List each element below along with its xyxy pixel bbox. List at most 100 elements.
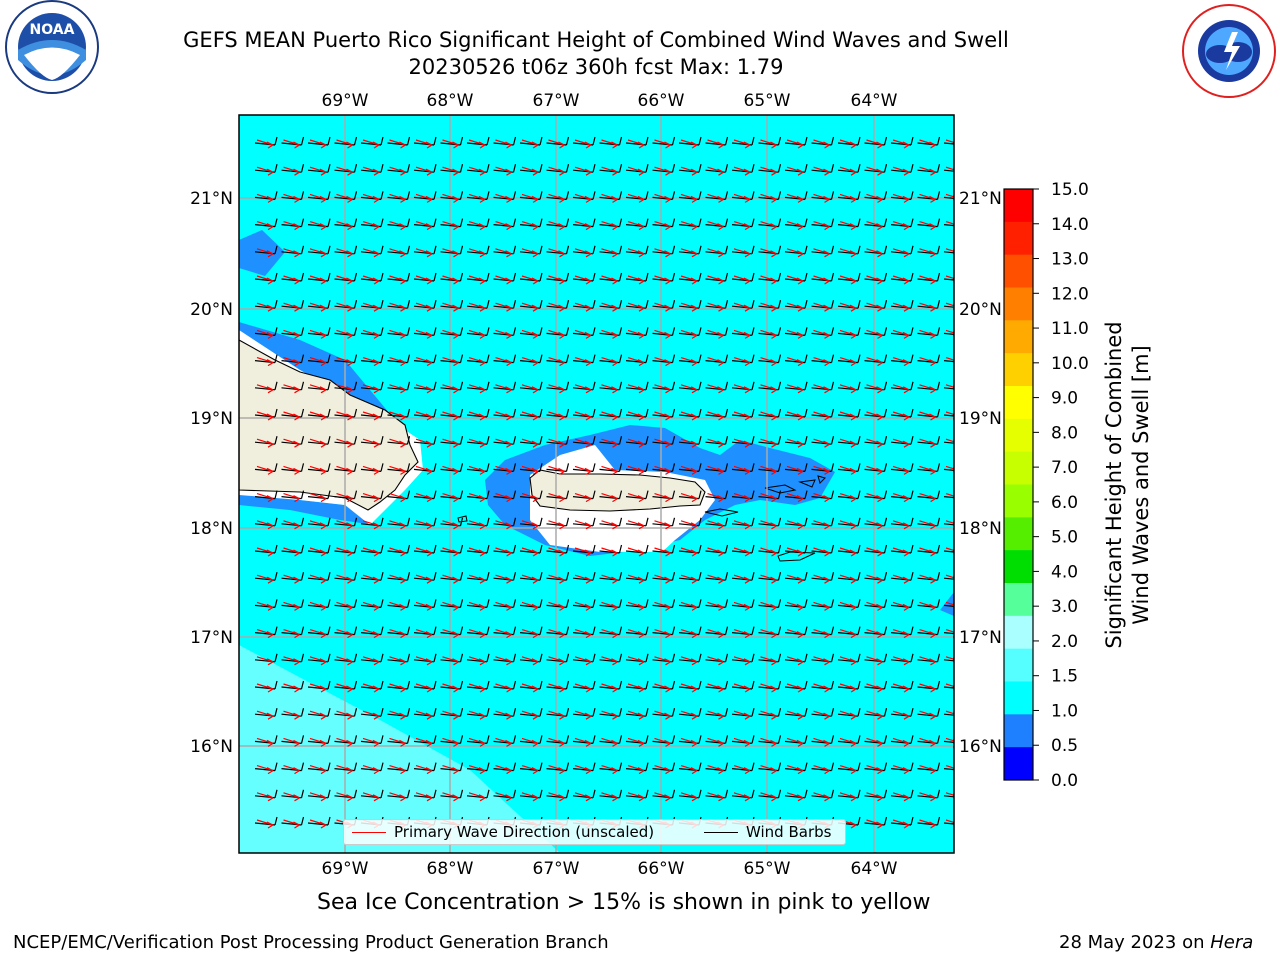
wave-direction-arrow — [892, 710, 910, 720]
wave-direction-arrow — [309, 248, 327, 258]
wave-direction-arrow — [574, 765, 592, 775]
wave-direction-arrow — [468, 329, 486, 339]
colorbar-segment — [1004, 648, 1033, 682]
wave-direction-arrow — [627, 221, 645, 231]
wave-direction-arrow — [283, 384, 300, 394]
wave-direction-arrow — [468, 737, 486, 747]
wave-direction-arrow — [389, 139, 406, 149]
wave-direction-arrow — [256, 792, 274, 802]
wave-direction-arrow — [468, 221, 486, 231]
wave-direction-arrow — [389, 384, 406, 394]
wave-direction-arrow — [415, 656, 433, 666]
wave-direction-arrow — [495, 737, 512, 747]
wave-direction-arrow — [919, 139, 936, 149]
wave-direction-arrow — [654, 221, 671, 231]
wave-direction-arrow — [707, 465, 724, 475]
wave-direction-arrow — [945, 357, 954, 361]
wave-direction-arrow — [389, 656, 406, 666]
wave-direction-arrow — [813, 411, 830, 421]
wave-direction-arrow — [283, 765, 300, 775]
wave-direction-arrow — [574, 329, 592, 339]
wave-direction-arrow — [521, 601, 539, 611]
colorbar-tick-label: 13.0 — [1051, 250, 1089, 270]
wave-direction-arrow — [707, 221, 724, 231]
wave-direction-arrow — [707, 329, 724, 339]
wave-direction-arrow — [548, 221, 565, 231]
wave-direction-arrow — [415, 357, 433, 367]
wave-direction-arrow — [839, 465, 857, 475]
wave-direction-arrow — [627, 139, 645, 149]
wave-direction-arrow — [283, 520, 300, 530]
colorbar-segment — [1004, 615, 1033, 650]
wave-direction-arrow — [760, 520, 777, 530]
wave-direction-arrow — [495, 139, 512, 149]
wave-direction-arrow — [654, 629, 671, 639]
wave-direction-arrow — [283, 438, 300, 448]
colorbar-segment — [1004, 254, 1033, 288]
wave-direction-arrow — [256, 710, 274, 720]
wave-direction-arrow — [442, 737, 459, 747]
wave-direction-arrow — [362, 438, 380, 448]
wave-direction-arrow — [336, 438, 353, 448]
wave-direction-arrow — [680, 357, 698, 367]
wave-direction-arrow — [839, 520, 857, 530]
wave-direction-arrow — [866, 792, 883, 802]
wave-direction-arrow — [892, 765, 910, 775]
wave-direction-arrow — [521, 221, 539, 231]
wave-direction-arrow — [654, 683, 671, 693]
wave-direction-arrow — [680, 438, 698, 448]
wave-direction-arrow — [442, 221, 459, 231]
wave-direction-arrow — [839, 547, 857, 557]
wave-direction-arrow — [548, 601, 565, 611]
wave-direction-arrow — [627, 629, 645, 639]
wave-direction-arrow — [627, 465, 645, 475]
wave-direction-arrow — [574, 411, 592, 421]
wave-direction-arrow — [309, 629, 327, 639]
wave-direction-arrow — [362, 629, 380, 639]
wave-direction-arrow — [601, 656, 618, 666]
wave-direction-arrow — [627, 357, 645, 367]
wave-direction-arrow — [601, 465, 618, 475]
wave-direction-arrow — [813, 601, 830, 611]
wave-direction-arrow — [866, 765, 883, 775]
wave-direction-arrow — [892, 357, 910, 367]
wave-direction-arrow — [839, 221, 857, 231]
wave-direction-arrow — [468, 493, 486, 503]
wave-direction-arrow — [256, 193, 274, 203]
wave-direction-arrow — [680, 629, 698, 639]
wave-direction-arrow — [919, 493, 936, 503]
wave-direction-arrow — [415, 275, 433, 285]
wave-direction-arrow — [309, 139, 327, 149]
wave-direction-arrow — [945, 139, 954, 144]
wave-direction-arrow — [415, 166, 433, 176]
wave-direction-arrow — [707, 166, 724, 176]
wave-direction-arrow — [919, 792, 936, 802]
chart-title: GEFS MEAN Puerto Rico Significant Height… — [183, 28, 1009, 52]
wave-direction-arrow — [256, 629, 274, 639]
wind-barb — [943, 795, 954, 798]
wave-direction-arrow — [389, 765, 406, 775]
wave-direction-arrow — [521, 357, 539, 367]
wave-direction-arrow — [283, 275, 300, 285]
wave-direction-arrow — [256, 166, 274, 176]
wave-direction-arrow — [256, 248, 274, 258]
lat-tick-left: 16°N — [190, 737, 233, 757]
wave-direction-arrow — [362, 329, 380, 339]
wave-direction-arrow — [362, 601, 380, 611]
wave-direction-arrow — [601, 329, 618, 339]
wave-direction-arrow — [336, 765, 353, 775]
wave-direction-arrow — [442, 465, 459, 475]
wave-direction-arrow — [468, 166, 486, 176]
wave-direction-arrow — [521, 411, 539, 421]
wave-direction-arrow — [892, 547, 910, 557]
lat-tick-left: 20°N — [190, 300, 233, 320]
wave-direction-arrow — [389, 438, 406, 448]
wave-direction-arrow — [813, 656, 830, 666]
colorbar-segment — [1004, 714, 1033, 748]
wave-direction-arrow — [892, 193, 910, 203]
wave-direction-arrow — [601, 139, 618, 149]
wave-direction-arrow — [707, 139, 724, 149]
wave-direction-arrow — [707, 765, 724, 775]
legend-wave-direction: Primary Wave Direction (unscaled) — [352, 823, 654, 841]
legend-wind-barbs: Wind Barbs — [704, 823, 831, 841]
